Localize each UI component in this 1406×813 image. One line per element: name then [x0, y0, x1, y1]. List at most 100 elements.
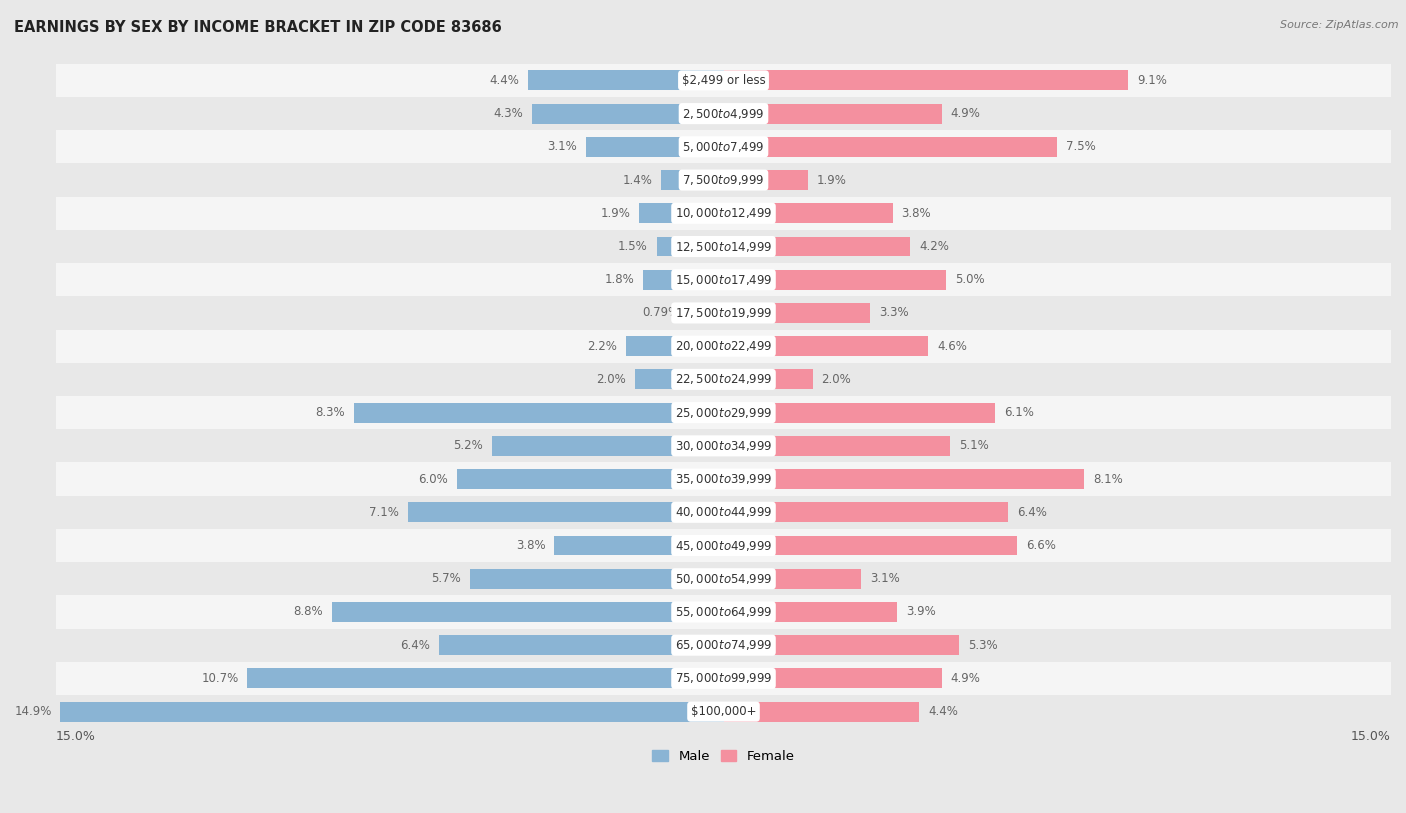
- Bar: [408, 502, 724, 522]
- Text: EARNINGS BY SEX BY INCOME BRACKET IN ZIP CODE 83686: EARNINGS BY SEX BY INCOME BRACKET IN ZIP…: [14, 20, 502, 35]
- Text: 3.8%: 3.8%: [516, 539, 546, 552]
- Text: 6.4%: 6.4%: [399, 639, 430, 652]
- Text: 5.1%: 5.1%: [959, 439, 988, 452]
- Text: 4.3%: 4.3%: [494, 107, 523, 120]
- Bar: [470, 569, 724, 589]
- Text: 2.0%: 2.0%: [596, 373, 626, 386]
- Bar: [56, 595, 1391, 628]
- Bar: [724, 402, 995, 423]
- Bar: [724, 702, 920, 722]
- Text: $40,000 to $44,999: $40,000 to $44,999: [675, 506, 772, 520]
- Text: 1.9%: 1.9%: [817, 173, 846, 186]
- Bar: [56, 297, 1391, 329]
- Bar: [724, 668, 942, 689]
- Text: $2,500 to $4,999: $2,500 to $4,999: [682, 107, 765, 120]
- Text: 14.9%: 14.9%: [14, 705, 52, 718]
- Text: 8.8%: 8.8%: [294, 606, 323, 619]
- Bar: [724, 436, 950, 456]
- Bar: [56, 662, 1391, 695]
- Text: $25,000 to $29,999: $25,000 to $29,999: [675, 406, 772, 420]
- Text: 2.0%: 2.0%: [821, 373, 851, 386]
- Text: 5.0%: 5.0%: [955, 273, 984, 286]
- Text: 8.1%: 8.1%: [1092, 472, 1122, 485]
- Bar: [56, 197, 1391, 230]
- Text: $2,499 or less: $2,499 or less: [682, 74, 765, 87]
- Text: 4.9%: 4.9%: [950, 107, 980, 120]
- Text: 1.5%: 1.5%: [619, 240, 648, 253]
- Text: 5.3%: 5.3%: [969, 639, 998, 652]
- Bar: [56, 396, 1391, 429]
- Text: $55,000 to $64,999: $55,000 to $64,999: [675, 605, 772, 619]
- Text: 2.2%: 2.2%: [586, 340, 617, 353]
- Text: 4.2%: 4.2%: [920, 240, 949, 253]
- Text: $75,000 to $99,999: $75,000 to $99,999: [675, 672, 772, 685]
- Bar: [724, 71, 1129, 90]
- Text: $17,500 to $19,999: $17,500 to $19,999: [675, 306, 772, 320]
- Bar: [724, 337, 928, 356]
- Bar: [724, 469, 1084, 489]
- Text: $50,000 to $54,999: $50,000 to $54,999: [675, 572, 772, 585]
- Text: $15,000 to $17,499: $15,000 to $17,499: [675, 272, 772, 287]
- Text: 6.6%: 6.6%: [1026, 539, 1056, 552]
- Text: $65,000 to $74,999: $65,000 to $74,999: [675, 638, 772, 652]
- Bar: [56, 496, 1391, 529]
- Text: 6.4%: 6.4%: [1017, 506, 1047, 519]
- Bar: [724, 270, 946, 289]
- Bar: [585, 137, 724, 157]
- Bar: [457, 469, 724, 489]
- Bar: [56, 363, 1391, 396]
- Bar: [724, 569, 862, 589]
- Text: 7.1%: 7.1%: [368, 506, 399, 519]
- Bar: [56, 329, 1391, 363]
- Bar: [554, 536, 724, 555]
- Text: $22,500 to $24,999: $22,500 to $24,999: [675, 372, 772, 386]
- Bar: [724, 137, 1057, 157]
- Text: $10,000 to $12,499: $10,000 to $12,499: [675, 207, 772, 220]
- Bar: [56, 263, 1391, 297]
- Text: 9.1%: 9.1%: [1137, 74, 1167, 87]
- Bar: [247, 668, 724, 689]
- Bar: [724, 635, 959, 655]
- Text: 10.7%: 10.7%: [201, 672, 239, 685]
- Bar: [657, 237, 724, 256]
- Bar: [439, 635, 724, 655]
- Text: 1.9%: 1.9%: [600, 207, 630, 220]
- Bar: [724, 536, 1017, 555]
- Text: 6.0%: 6.0%: [418, 472, 447, 485]
- Text: 8.3%: 8.3%: [315, 406, 346, 420]
- Text: 1.4%: 1.4%: [623, 173, 652, 186]
- Bar: [56, 562, 1391, 595]
- Legend: Male, Female: Male, Female: [647, 745, 800, 768]
- Text: 3.1%: 3.1%: [547, 141, 576, 154]
- Bar: [689, 303, 724, 323]
- Text: $20,000 to $22,499: $20,000 to $22,499: [675, 339, 772, 353]
- Text: 6.1%: 6.1%: [1004, 406, 1033, 420]
- Bar: [724, 237, 911, 256]
- Bar: [724, 203, 893, 224]
- Bar: [56, 463, 1391, 496]
- Text: 3.3%: 3.3%: [879, 307, 908, 320]
- Bar: [56, 130, 1391, 163]
- Text: $7,500 to $9,999: $7,500 to $9,999: [682, 173, 765, 187]
- Bar: [724, 602, 897, 622]
- Bar: [724, 170, 808, 190]
- Bar: [531, 103, 724, 124]
- Bar: [724, 369, 813, 389]
- Text: $100,000+: $100,000+: [690, 705, 756, 718]
- Bar: [56, 63, 1391, 97]
- Bar: [527, 71, 724, 90]
- Bar: [661, 170, 724, 190]
- Text: 3.1%: 3.1%: [870, 572, 900, 585]
- Bar: [56, 230, 1391, 263]
- Text: 0.79%: 0.79%: [643, 307, 679, 320]
- Text: 3.8%: 3.8%: [901, 207, 931, 220]
- Bar: [626, 337, 724, 356]
- Bar: [56, 529, 1391, 562]
- Text: 4.6%: 4.6%: [938, 340, 967, 353]
- Text: 7.5%: 7.5%: [1066, 141, 1095, 154]
- Text: 15.0%: 15.0%: [56, 730, 96, 743]
- Text: 5.2%: 5.2%: [454, 439, 484, 452]
- Text: 15.0%: 15.0%: [1351, 730, 1391, 743]
- Bar: [638, 203, 724, 224]
- Bar: [332, 602, 724, 622]
